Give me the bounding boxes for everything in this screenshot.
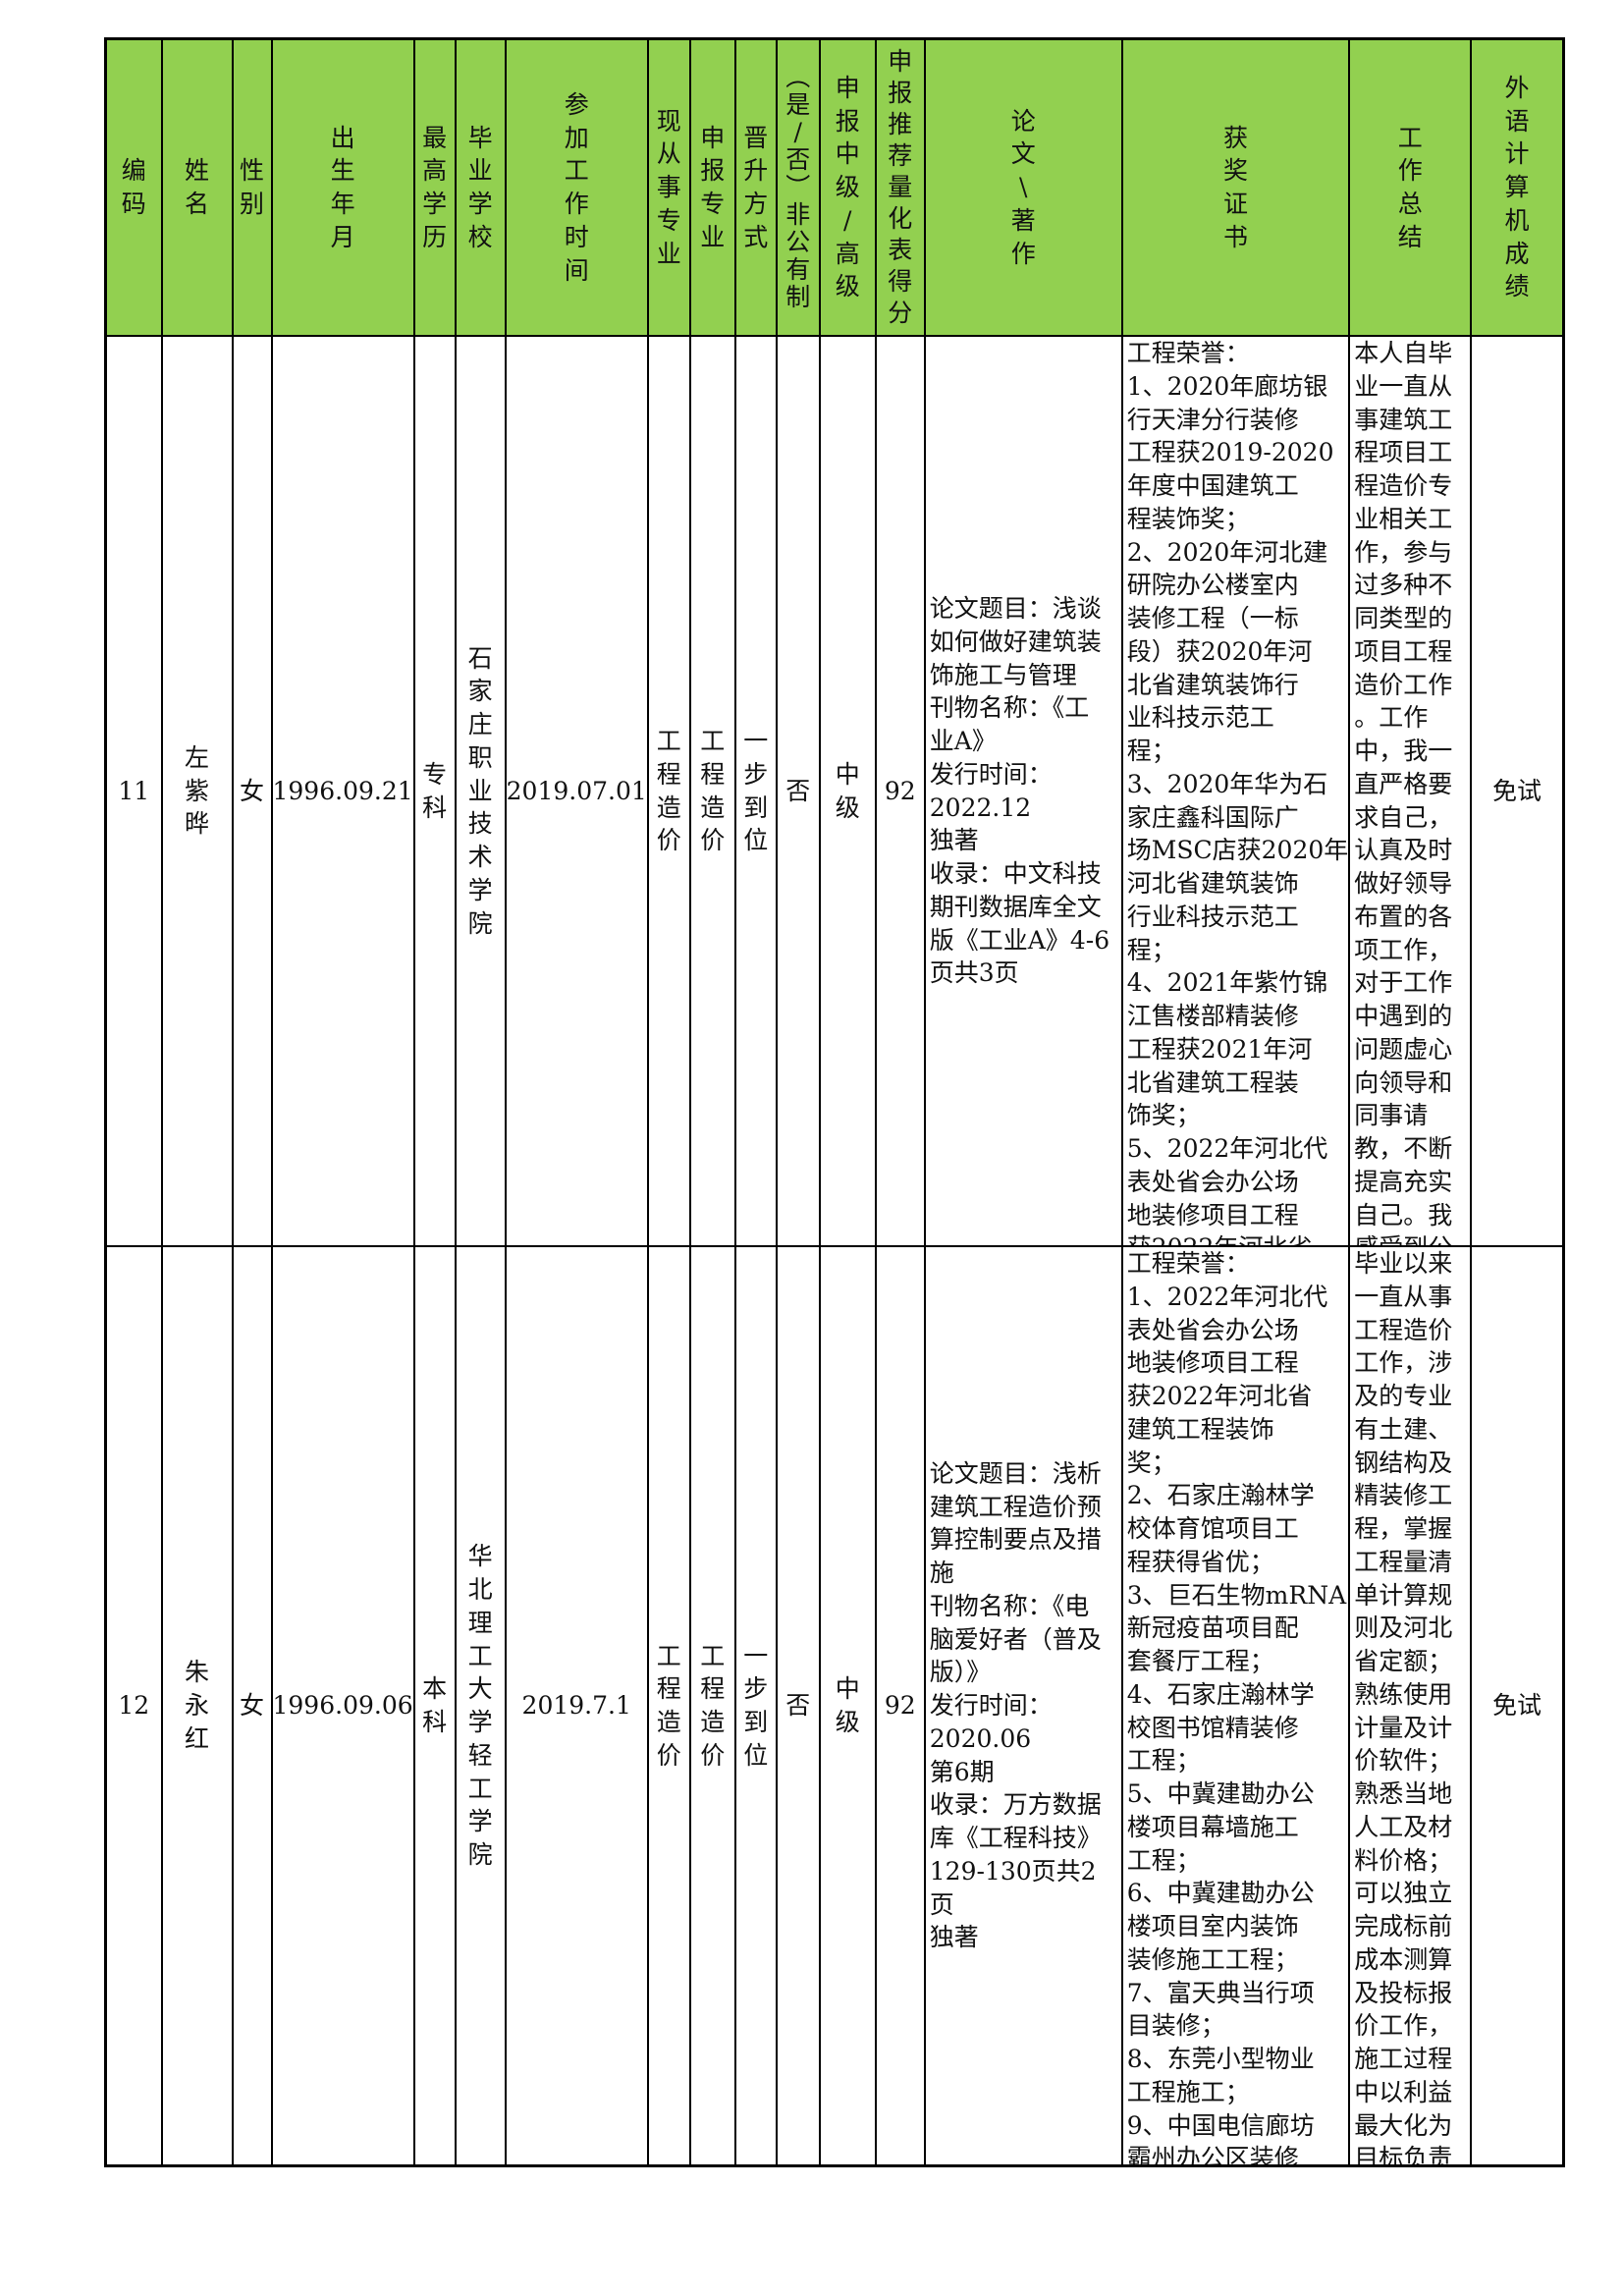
cell-gender: 女: [231, 335, 273, 1247]
cell-score: 92: [874, 1245, 926, 2167]
header-row: 编 码 姓 名 性 别 出 生 年 月 最 高 学 历 毕 业 学 校 参 加 …: [104, 37, 1565, 337]
cell-apply-major: 工 程 造 价: [688, 1245, 736, 2167]
cell-birth: 1996.09.21: [270, 335, 415, 1247]
cell-non-public: 否: [775, 335, 821, 1247]
header-name: 姓 名: [160, 37, 234, 337]
cell-score: 92: [874, 335, 926, 1247]
header-code: 编 码: [104, 37, 163, 337]
cell-current-major: 工 程 造 价: [646, 335, 691, 1247]
cell-name: 朱 永 红: [160, 1245, 234, 2167]
cell-promotion: 一 步 到 位: [733, 335, 778, 1247]
header-current-major: 现 从 事 专 业: [646, 37, 691, 337]
cell-name: 左 紫 晔: [160, 335, 234, 1247]
cell-level: 中 级: [818, 335, 877, 1247]
header-gender: 性 别: [231, 37, 273, 337]
table-row: 12 朱 永 红 女 1996.09.06 本 科 华 北 理 工 大 学 轻 …: [104, 1245, 1565, 2167]
header-awards: 获 奖 证 书: [1120, 37, 1351, 337]
cell-summary: 本人自毕 业一直从 事建筑工 程项目工 程造价专 业相关工 作，参与 过多种不 …: [1348, 335, 1473, 1247]
cell-level: 中 级: [818, 1245, 877, 2167]
header-level: 申 报 中 级 / 高 级: [818, 37, 877, 337]
cell-exam: 免试: [1470, 1245, 1565, 2167]
header-promotion: 晋 升 方 式: [733, 37, 778, 337]
cell-code: 11: [104, 335, 163, 1247]
cell-school: 华 北 理 工 大 学 轻 工 学 院: [454, 1245, 507, 2167]
cell-thesis: 论文题目：浅谈 如何做好建筑装 饰施工与管理 刊物名称：《工 业A》 发行时间：…: [923, 335, 1123, 1247]
table-row: 11 左 紫 晔 女 1996.09.21 专 科 石 家 庄 职 业 技 术 …: [104, 335, 1565, 1247]
header-work-start: 参 加 工 作 时 间: [504, 37, 649, 337]
cell-apply-major: 工 程 造 价: [688, 335, 736, 1247]
cell-awards: 工程荣誉： 1、2020年廊坊银 行天津分行装修 工程获2019-2020 年度…: [1120, 335, 1351, 1247]
cell-work-start: 2019.7.1: [504, 1245, 649, 2167]
header-education: 最 高 学 历: [412, 37, 457, 337]
header-summary: 工 作 总 结: [1348, 37, 1473, 337]
cell-work-start: 2019.07.01: [504, 335, 649, 1247]
cell-education: 本 科: [412, 1245, 457, 2167]
header-score: 申 报 推 荐 量 化 表 得 分: [874, 37, 926, 337]
cell-promotion: 一 步 到 位: [733, 1245, 778, 2167]
cell-school: 石 家 庄 职 业 技 术 学 院: [454, 335, 507, 1247]
header-thesis: 论 文 \ 著 作: [923, 37, 1123, 337]
cell-summary: 毕业以来 一直从事 工程造价 工作，涉 及的专业 有土建、 钢结构及 精装修工 …: [1348, 1245, 1473, 2167]
cell-code: 12: [104, 1245, 163, 2167]
cell-education: 专 科: [412, 335, 457, 1247]
header-birth: 出 生 年 月: [270, 37, 415, 337]
cell-birth: 1996.09.06: [270, 1245, 415, 2167]
cell-non-public: 否: [775, 1245, 821, 2167]
cell-thesis: 论文题目：浅析 建筑工程造价预 算控制要点及措 施 刊物名称：《电 脑爱好者（普…: [923, 1245, 1123, 2167]
applicant-table: 编 码 姓 名 性 别 出 生 年 月 最 高 学 历 毕 业 学 校 参 加 …: [104, 37, 1565, 2167]
header-non-public: ︵ 是 / 否 ︶ 非 公 有 制: [775, 37, 821, 337]
cell-awards: 工程荣誉： 1、2022年河北代 表处省会办公场 地装修项目工程 获2022年河…: [1120, 1245, 1351, 2167]
header-exam: 外 语 计 算 机 成 绩: [1470, 37, 1565, 337]
cell-gender: 女: [231, 1245, 273, 2167]
cell-current-major: 工 程 造 价: [646, 1245, 691, 2167]
header-apply-major: 申 报 专 业: [688, 37, 736, 337]
header-school: 毕 业 学 校: [454, 37, 507, 337]
cell-exam: 免试: [1470, 335, 1565, 1247]
